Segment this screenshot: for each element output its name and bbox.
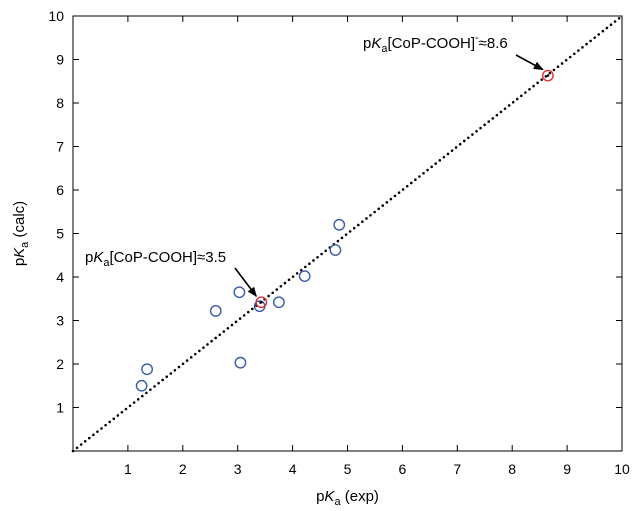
x-tick-label: 10 [614, 461, 630, 477]
data-point [233, 286, 246, 299]
annotation-arrow-low [234, 267, 257, 298]
annotation-label-high: pKa[CoP-COOH]-≈8.6 [363, 32, 508, 55]
annotation-low-prefix: p [85, 249, 93, 266]
y-tick-label: 3 [56, 313, 64, 329]
highlighted-data-point [541, 69, 554, 82]
y-axis-label-prefix: p [11, 258, 28, 266]
data-point [234, 356, 247, 369]
y-tick-label: 10 [48, 8, 64, 24]
y-tick-label: 5 [56, 226, 64, 242]
dotted-reference-line [71, 14, 624, 453]
annotation-low-main: [CoP-COOH]≈3.5 [109, 249, 226, 266]
highlighted-data-point [255, 296, 268, 309]
data-point [272, 296, 285, 309]
annotations-layer [234, 54, 544, 298]
y-tick-label: 7 [56, 139, 64, 155]
x-tick-label: 6 [399, 461, 407, 477]
data-point [333, 218, 346, 231]
annotation-label-low: pKa[CoP-COOH]≈3.5 [85, 249, 226, 269]
data-point [141, 363, 154, 376]
x-axis-label-prefix: p [316, 488, 324, 505]
y-axis-label-suffix: (calc) [11, 201, 28, 242]
annotation-high-sup: - [475, 32, 479, 44]
data-point [209, 305, 222, 317]
y-tick-label: 8 [56, 95, 64, 111]
x-tick-label: 1 [124, 461, 132, 477]
x-axis-label-italic: K [324, 488, 335, 505]
y-tick-label: 1 [56, 400, 64, 416]
annotation-high-italic: K [371, 35, 382, 52]
annotation-high-tail: ≈8.6 [479, 35, 508, 52]
x-tick-label: 2 [179, 461, 187, 477]
plot-frame [72, 15, 623, 452]
y-tick-label: 2 [56, 356, 64, 372]
x-tick-label: 3 [234, 461, 242, 477]
y-tick-label: 6 [56, 182, 64, 198]
x-tick-label: 4 [289, 461, 297, 477]
y-axis-label-sub: a [19, 241, 31, 248]
annotation-high-prefix: p [363, 35, 371, 52]
annotation-high-main: [CoP-COOH] [387, 35, 475, 52]
annotation-high-sub: a [381, 43, 388, 55]
x-tick-label: 5 [344, 461, 352, 477]
x-tick-label: 8 [508, 461, 516, 477]
data-points-layer [135, 69, 554, 392]
data-point [329, 244, 342, 256]
annotation-low-italic: K [93, 249, 104, 266]
y-axis-label: pKa (calc) [11, 201, 31, 266]
data-point [298, 270, 311, 283]
data-point [135, 379, 148, 392]
reference-line-layer [71, 14, 624, 453]
highlighted-point-center [546, 74, 550, 77]
y-tick-label: 4 [56, 269, 64, 285]
annotation-arrow-high [515, 54, 544, 71]
highlighted-point-center [260, 300, 263, 304]
annotation-low-sub: a [103, 257, 110, 269]
x-axis-label-suffix: (exp) [341, 488, 379, 505]
x-tick-label: 9 [563, 461, 571, 477]
x-axis-label-sub: a [334, 496, 341, 508]
y-axis-label-italic: K [11, 247, 28, 258]
x-tick-label: 7 [453, 461, 461, 477]
x-axis-label: pKa (exp) [316, 488, 379, 508]
y-tick-label: 9 [56, 52, 64, 68]
